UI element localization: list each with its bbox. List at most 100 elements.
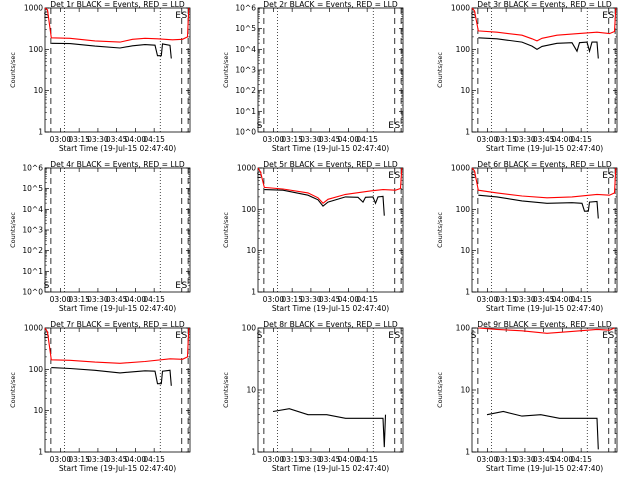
chart-panel-8: Det 8r BLACK = Events, RED = LLD 1 10 100 Co… <box>222 320 404 473</box>
marker-letter: E <box>602 331 608 341</box>
y-tick-label: 100 <box>29 45 44 54</box>
marker-letter: S <box>471 171 477 181</box>
x-tick-label: 03:00 <box>477 135 499 144</box>
marker-letter: S <box>257 171 263 181</box>
y-axis-label: Counts/sec <box>436 52 444 88</box>
chart-title: Det 2r BLACK = Events, RED = LLD <box>263 0 398 9</box>
chart-panel-5: Det 5r BLACK = Events, RED = LLD 1 10 100 10… <box>222 160 404 313</box>
chart-panel-2: Det 2r BLACK = Events, RED = LLD 10^0 10^1… <box>222 0 404 153</box>
y-tick-label: 1 <box>465 448 470 457</box>
x-tick-label: 03:45 <box>106 135 128 144</box>
marker-letter: S <box>395 171 401 181</box>
x-axis-label: Start Time (19-Jul-15 02:47:40) <box>486 304 603 313</box>
x-tick-label: 03:00 <box>50 455 72 464</box>
y-tick-label: 1000 <box>24 4 43 13</box>
x-tick-label: 03:15 <box>68 295 90 304</box>
events-series-line <box>272 408 387 448</box>
y-tick-label: 10^2 <box>235 86 256 95</box>
marker-letter: S <box>44 11 50 21</box>
x-tick-label: 03:15 <box>281 295 303 304</box>
x-axis-label: Start Time (19-Jul-15 02:47:40) <box>59 464 176 473</box>
x-tick-label: 04:15 <box>143 455 165 464</box>
x-tick-label: 03:30 <box>514 295 536 304</box>
chart-title: Det 8r BLACK = Events, RED = LLD <box>263 320 398 329</box>
marker-letter: E <box>175 331 181 341</box>
x-tick-label: 03:00 <box>263 455 285 464</box>
y-tick-label: 100 <box>456 45 471 54</box>
x-tick-label: 03:30 <box>514 455 536 464</box>
y-tick-label: 10 <box>33 86 43 95</box>
y-axis-label: Counts/sec <box>222 212 230 248</box>
chart-title: Det 7r BLACK = Events, RED = LLD <box>50 320 185 329</box>
x-tick-label: 04:00 <box>338 295 360 304</box>
chart-panel-6: Det 6r BLACK = Events, RED = LLD 1 10 100 10… <box>436 160 618 313</box>
marker-letter: S <box>609 11 615 21</box>
y-tick-label: 100 <box>456 205 471 214</box>
x-tick-label: 03:15 <box>495 135 517 144</box>
y-tick-label: 1000 <box>24 324 43 333</box>
marker-letter: E <box>388 331 394 341</box>
lld-series-line <box>257 167 403 205</box>
y-tick-label: 10^4 <box>235 45 256 54</box>
x-axis-label: Start Time (19-Jul-15 02:47:40) <box>59 304 176 313</box>
marker-letter: S <box>471 11 477 21</box>
x-tick-label: 03:30 <box>514 135 536 144</box>
marker-letter: S <box>609 331 615 341</box>
y-axis-label: Counts/sec <box>436 372 444 408</box>
chart-panel-9: Det 9r BLACK = Events, RED = LLD 1 10 100 Co… <box>436 320 618 473</box>
x-tick-label: 03:15 <box>68 135 90 144</box>
y-tick-label: 1000 <box>451 4 470 13</box>
x-tick-label: 04:15 <box>570 455 592 464</box>
y-tick-label: 10^5 <box>22 184 43 193</box>
events-series-line <box>486 410 599 450</box>
x-tick-label: 03:00 <box>263 135 285 144</box>
x-tick-label: 04:15 <box>356 135 378 144</box>
y-axis-label: Counts/sec <box>9 52 17 88</box>
chart-panel-3: Det 3r BLACK = Events, RED = LLD 1 10 100 10… <box>436 0 618 153</box>
x-tick-label: 04:00 <box>338 135 360 144</box>
marker-letter: S <box>182 11 188 21</box>
plot-frame <box>471 7 618 133</box>
x-tick-label: 03:00 <box>50 295 72 304</box>
x-tick-label: 03:45 <box>533 135 555 144</box>
marker-letter: E <box>602 11 608 21</box>
chart-panel-7: Det 7r BLACK = Events, RED = LLD 1 10 100 10… <box>9 320 191 473</box>
x-tick-label: 03:15 <box>495 295 517 304</box>
y-tick-label: 1 <box>38 448 43 457</box>
events-series-line <box>478 37 599 59</box>
x-tick-label: 04:00 <box>125 455 147 464</box>
x-axis-label: Start Time (19-Jul-15 02:47:40) <box>486 464 603 473</box>
marker-letter: S <box>609 171 615 181</box>
marker-letter: S <box>44 281 50 291</box>
marker-letter: S <box>182 281 188 291</box>
x-axis-label: Start Time (19-Jul-15 02:47:40) <box>486 144 603 153</box>
x-tick-label: 03:30 <box>87 295 109 304</box>
y-tick-label: 10^4 <box>22 205 43 214</box>
chart-title: Det 5r BLACK = Events, RED = LLD <box>263 160 398 169</box>
y-tick-label: 10 <box>460 386 470 395</box>
y-tick-label: 10^3 <box>235 66 256 75</box>
x-tick-label: 04:15 <box>356 295 378 304</box>
x-tick-label: 03:30 <box>300 135 322 144</box>
y-tick-label: 1 <box>251 448 256 457</box>
chart-title: Det 9r BLACK = Events, RED = LLD <box>477 320 612 329</box>
plot-frame <box>44 167 191 293</box>
x-tick-label: 03:30 <box>300 455 322 464</box>
y-tick-label: 100 <box>456 324 471 333</box>
y-tick-label: 10^6 <box>235 4 256 13</box>
marker-letter: E <box>175 281 181 291</box>
y-tick-label: 100 <box>242 324 257 333</box>
x-tick-label: 04:00 <box>552 295 574 304</box>
y-axis-label: Counts/sec <box>436 212 444 248</box>
x-tick-label: 03:15 <box>281 455 303 464</box>
x-tick-label: 03:45 <box>319 455 341 464</box>
x-tick-label: 03:45 <box>319 295 341 304</box>
events-series-line <box>51 367 172 386</box>
y-tick-label: 10 <box>246 386 256 395</box>
marker-letter: S <box>257 121 263 131</box>
y-tick-label: 1 <box>38 128 43 137</box>
y-axis-label: Counts/sec <box>222 52 230 88</box>
x-axis-label: Start Time (19-Jul-15 02:47:40) <box>272 464 389 473</box>
plot-frame <box>471 327 618 453</box>
